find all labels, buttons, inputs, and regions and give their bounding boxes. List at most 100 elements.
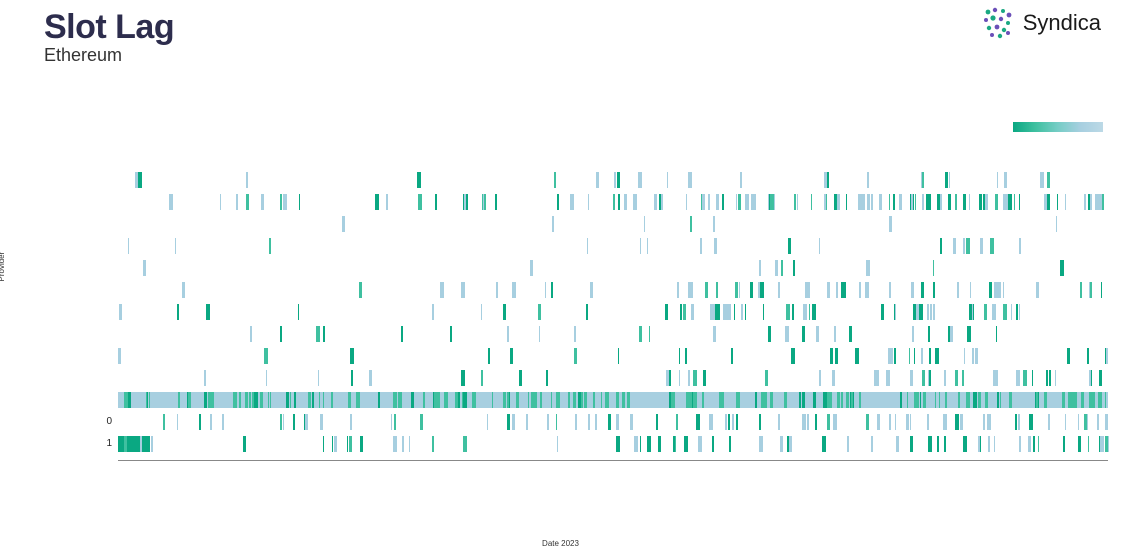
heatmap-cell bbox=[474, 392, 476, 408]
heatmap-cell bbox=[881, 304, 884, 320]
heatmap-cell bbox=[894, 348, 896, 364]
heatmap-cell bbox=[967, 326, 971, 342]
row-label: 0 bbox=[106, 412, 118, 432]
heatmap-cell bbox=[552, 216, 554, 232]
heatmap-cell bbox=[708, 194, 710, 210]
heatmap-cell bbox=[394, 414, 396, 430]
heatmap-cell bbox=[850, 392, 851, 408]
heatmap-cell bbox=[378, 392, 380, 408]
heatmap-cell bbox=[688, 172, 692, 188]
heatmap-cell bbox=[512, 414, 514, 430]
heatmap-cell bbox=[791, 348, 794, 364]
heatmap-cell bbox=[910, 414, 911, 430]
heatmap-cell bbox=[169, 194, 173, 210]
heatmap-cell bbox=[163, 414, 165, 430]
heatmap-cell bbox=[920, 392, 922, 408]
heatmap-cell bbox=[467, 194, 468, 210]
heatmap-cell bbox=[846, 194, 847, 210]
heatmap-cell bbox=[802, 414, 806, 430]
heatmap-cell bbox=[702, 392, 704, 408]
heatmap-cell bbox=[836, 282, 838, 298]
heatmap-cell bbox=[900, 392, 903, 408]
heatmap-cell bbox=[540, 392, 542, 408]
heatmap-row bbox=[118, 280, 1108, 300]
heatmap-cell bbox=[997, 172, 998, 188]
heatmap-cell bbox=[1065, 414, 1067, 430]
heatmap-cell bbox=[939, 392, 940, 408]
heatmap-cell bbox=[1003, 282, 1005, 298]
heatmap-cell bbox=[507, 326, 509, 342]
heatmap-cell bbox=[922, 370, 925, 386]
heatmap-cell bbox=[917, 392, 919, 408]
heatmap-cell bbox=[124, 392, 128, 408]
heatmap-cell bbox=[915, 194, 916, 210]
heatmap-cell bbox=[734, 304, 735, 320]
heatmap-cell bbox=[698, 436, 700, 452]
heatmap-cell bbox=[739, 282, 740, 298]
heatmap-cell bbox=[709, 414, 713, 430]
heatmap-cell bbox=[909, 348, 910, 364]
heatmap-cell bbox=[1106, 348, 1108, 364]
heatmap-cell bbox=[290, 392, 291, 408]
heatmap-cell bbox=[488, 348, 490, 364]
heatmap-row bbox=[118, 346, 1108, 366]
heatmap-cell bbox=[984, 304, 987, 320]
heatmap-cell bbox=[280, 326, 282, 342]
heatmap-cell bbox=[735, 282, 738, 298]
heatmap-cell bbox=[1032, 370, 1033, 386]
heatmap-row: 1 bbox=[118, 434, 1108, 454]
heatmap-cell bbox=[461, 282, 464, 298]
heatmap-cell bbox=[1097, 414, 1099, 430]
heatmap-cell bbox=[937, 194, 939, 210]
heatmap-cell bbox=[945, 392, 947, 408]
heatmap-cell bbox=[1088, 194, 1089, 210]
heatmap-cell bbox=[958, 392, 961, 408]
heatmap-cell bbox=[831, 392, 832, 408]
heatmap-cell bbox=[721, 392, 724, 408]
heatmap-cell bbox=[759, 414, 761, 430]
heatmap-cell bbox=[866, 260, 870, 276]
chart-header: Slot Lag Ethereum bbox=[44, 8, 174, 66]
heatmap-cell bbox=[208, 392, 212, 408]
heatmap-cell bbox=[551, 282, 553, 298]
heatmap-cell bbox=[1057, 194, 1058, 210]
heatmap-cell bbox=[1078, 436, 1081, 452]
heatmap-cell bbox=[740, 172, 742, 188]
heatmap-cell bbox=[705, 282, 708, 298]
heatmap-cell bbox=[935, 392, 936, 408]
heatmap-cell bbox=[955, 414, 959, 430]
syndica-logo-icon bbox=[981, 6, 1015, 40]
heatmap-cell bbox=[261, 194, 263, 210]
heatmap-cell bbox=[750, 282, 753, 298]
heatmap-cell bbox=[118, 348, 120, 364]
heatmap-cell bbox=[994, 436, 995, 452]
heatmap-cell bbox=[283, 194, 287, 210]
heatmap-cell bbox=[293, 414, 295, 430]
heatmap-cell bbox=[138, 172, 142, 188]
heatmap-cell bbox=[847, 436, 850, 452]
heatmap-cell bbox=[220, 194, 221, 210]
heatmap-cell bbox=[944, 436, 946, 452]
heatmap-cell bbox=[178, 392, 180, 408]
heatmap-cell bbox=[923, 392, 926, 408]
heatmap-cell bbox=[556, 414, 558, 430]
heatmap-cell bbox=[507, 414, 510, 430]
heatmap-cell bbox=[492, 392, 493, 408]
heatmap-row bbox=[118, 258, 1108, 278]
heatmap-cell bbox=[574, 348, 576, 364]
heatmap-cell bbox=[786, 304, 790, 320]
heatmap-cell bbox=[837, 392, 839, 408]
heatmap-cell bbox=[175, 238, 176, 254]
heatmap-cell bbox=[940, 238, 942, 254]
heatmap-cell bbox=[357, 392, 360, 408]
heatmap-cell bbox=[280, 194, 281, 210]
heatmap-cell bbox=[789, 436, 792, 452]
heatmap-cell bbox=[972, 348, 974, 364]
heatmap-cell bbox=[423, 392, 424, 408]
heatmap-cell bbox=[966, 238, 970, 254]
heatmap-cell bbox=[1016, 370, 1020, 386]
heatmap-cell bbox=[853, 392, 854, 408]
heatmap-cell bbox=[435, 194, 437, 210]
heatmap-cell bbox=[683, 304, 686, 320]
heatmap-cell bbox=[199, 414, 201, 430]
